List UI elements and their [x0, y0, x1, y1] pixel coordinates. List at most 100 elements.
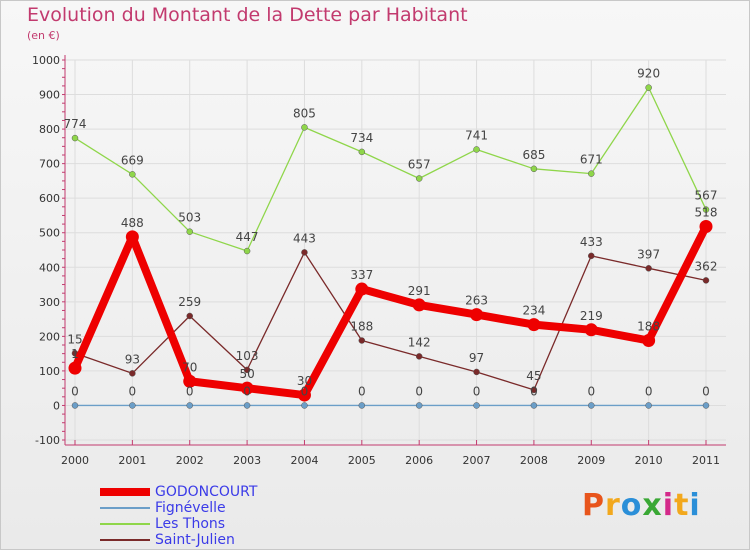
data-point — [358, 337, 366, 344]
data-label: 741 — [465, 128, 488, 142]
data-label: 1 — [71, 347, 79, 361]
chart-subtitle: (en €) — [27, 29, 60, 42]
data-point — [355, 282, 369, 296]
series-line-godoncourt — [71, 224, 710, 400]
data-label: 362 — [695, 259, 718, 273]
legend-item: Fignévelle — [100, 500, 226, 516]
data-label: 0 — [129, 384, 137, 398]
series-line-saint-julien — [74, 251, 707, 391]
data-point — [530, 165, 538, 173]
data-label: 97 — [469, 351, 484, 365]
x-tick-label: 2002 — [176, 454, 204, 467]
data-point — [186, 312, 193, 320]
data-point — [699, 220, 713, 234]
data-point — [243, 366, 251, 374]
data-label: 920 — [637, 67, 660, 81]
data-point — [530, 386, 538, 394]
data-label: 734 — [350, 131, 373, 145]
brand-letter: r — [605, 488, 621, 523]
legend-label: Fignévelle — [155, 500, 226, 516]
x-tick-label: 2001 — [118, 454, 146, 467]
x-tick-label: 2003 — [233, 454, 261, 467]
data-label: 805 — [293, 106, 316, 120]
data-label: 433 — [580, 235, 603, 249]
x-tick-label: 2010 — [635, 454, 663, 467]
data-label: 30 — [297, 374, 312, 388]
data-label: 188 — [637, 320, 660, 334]
x-tick-label: 2004 — [290, 454, 318, 467]
legend-item: GODONCOURT — [100, 484, 257, 500]
data-label: 0 — [473, 384, 481, 398]
data-label: 447 — [236, 230, 259, 244]
x-tick-label: 2009 — [577, 454, 605, 467]
y-tick-label: 700 — [39, 158, 60, 171]
data-label: 291 — [408, 284, 431, 298]
brand-letter: t — [674, 488, 690, 523]
data-point — [71, 402, 79, 409]
data-point — [358, 148, 366, 156]
legend-label: GODONCOURT — [155, 484, 258, 500]
y-tick-label: 400 — [39, 261, 60, 274]
data-point — [358, 402, 366, 409]
data-point — [243, 402, 251, 409]
data-label: 263 — [465, 294, 488, 308]
legend-label: Saint-Julien — [155, 532, 235, 548]
legend-label: Les Thons — [155, 516, 226, 532]
x-tick-label: 2011 — [692, 454, 720, 467]
data-point — [68, 361, 82, 375]
data-point — [702, 206, 710, 213]
data-label: 142 — [408, 335, 431, 349]
data-label: 103 — [236, 349, 259, 363]
data-label: 397 — [637, 247, 660, 261]
data-point — [125, 230, 139, 244]
data-label: 70 — [182, 360, 197, 374]
data-point — [301, 124, 308, 131]
data-label: 93 — [125, 352, 140, 366]
legend-item: Les Thons — [100, 516, 225, 532]
y-tick-label: 600 — [39, 192, 60, 205]
data-label: 45 — [526, 369, 541, 383]
brand-letter: i — [689, 488, 701, 523]
data-point — [473, 368, 480, 376]
y-tick-label: 1000 — [32, 54, 60, 67]
data-point — [301, 402, 308, 409]
data-label: 234 — [522, 304, 545, 318]
data-point — [240, 381, 254, 395]
legend-item: Saint-Julien — [100, 532, 235, 548]
y-tick-label: 500 — [39, 227, 60, 240]
brand-logo: Proxiti — [582, 488, 701, 523]
data-label: 0 — [71, 384, 79, 398]
data-point — [243, 247, 251, 255]
x-tick-label: 2000 — [61, 454, 89, 467]
data-point — [645, 402, 652, 409]
data-point — [301, 249, 308, 256]
data-label: 488 — [121, 216, 144, 230]
data-point — [584, 323, 598, 337]
data-point — [473, 402, 480, 409]
data-label: 0 — [301, 384, 309, 398]
data-label: 774 — [64, 117, 87, 131]
data-label: 0 — [243, 384, 251, 398]
brand-letter: i — [662, 488, 675, 523]
data-label: 259 — [178, 295, 201, 309]
x-tick-label: 2007 — [463, 454, 491, 467]
data-point — [527, 318, 541, 332]
data-label: 337 — [350, 268, 373, 282]
data-point — [588, 170, 595, 177]
data-point — [588, 402, 595, 409]
x-tick-label: 2006 — [405, 454, 433, 467]
data-label: 518 — [695, 206, 718, 220]
y-tick-label: 100 — [39, 365, 60, 378]
data-label: 0 — [358, 384, 366, 398]
data-point — [702, 402, 710, 409]
data-point — [588, 252, 595, 260]
data-point — [129, 171, 136, 178]
data-label: 0 — [645, 384, 653, 398]
legend-swatch — [100, 523, 150, 525]
data-label: 567 — [695, 189, 718, 203]
data-point — [129, 402, 136, 409]
data-point — [186, 402, 193, 409]
y-tick-label: 300 — [39, 296, 60, 309]
data-label: 685 — [522, 148, 545, 162]
